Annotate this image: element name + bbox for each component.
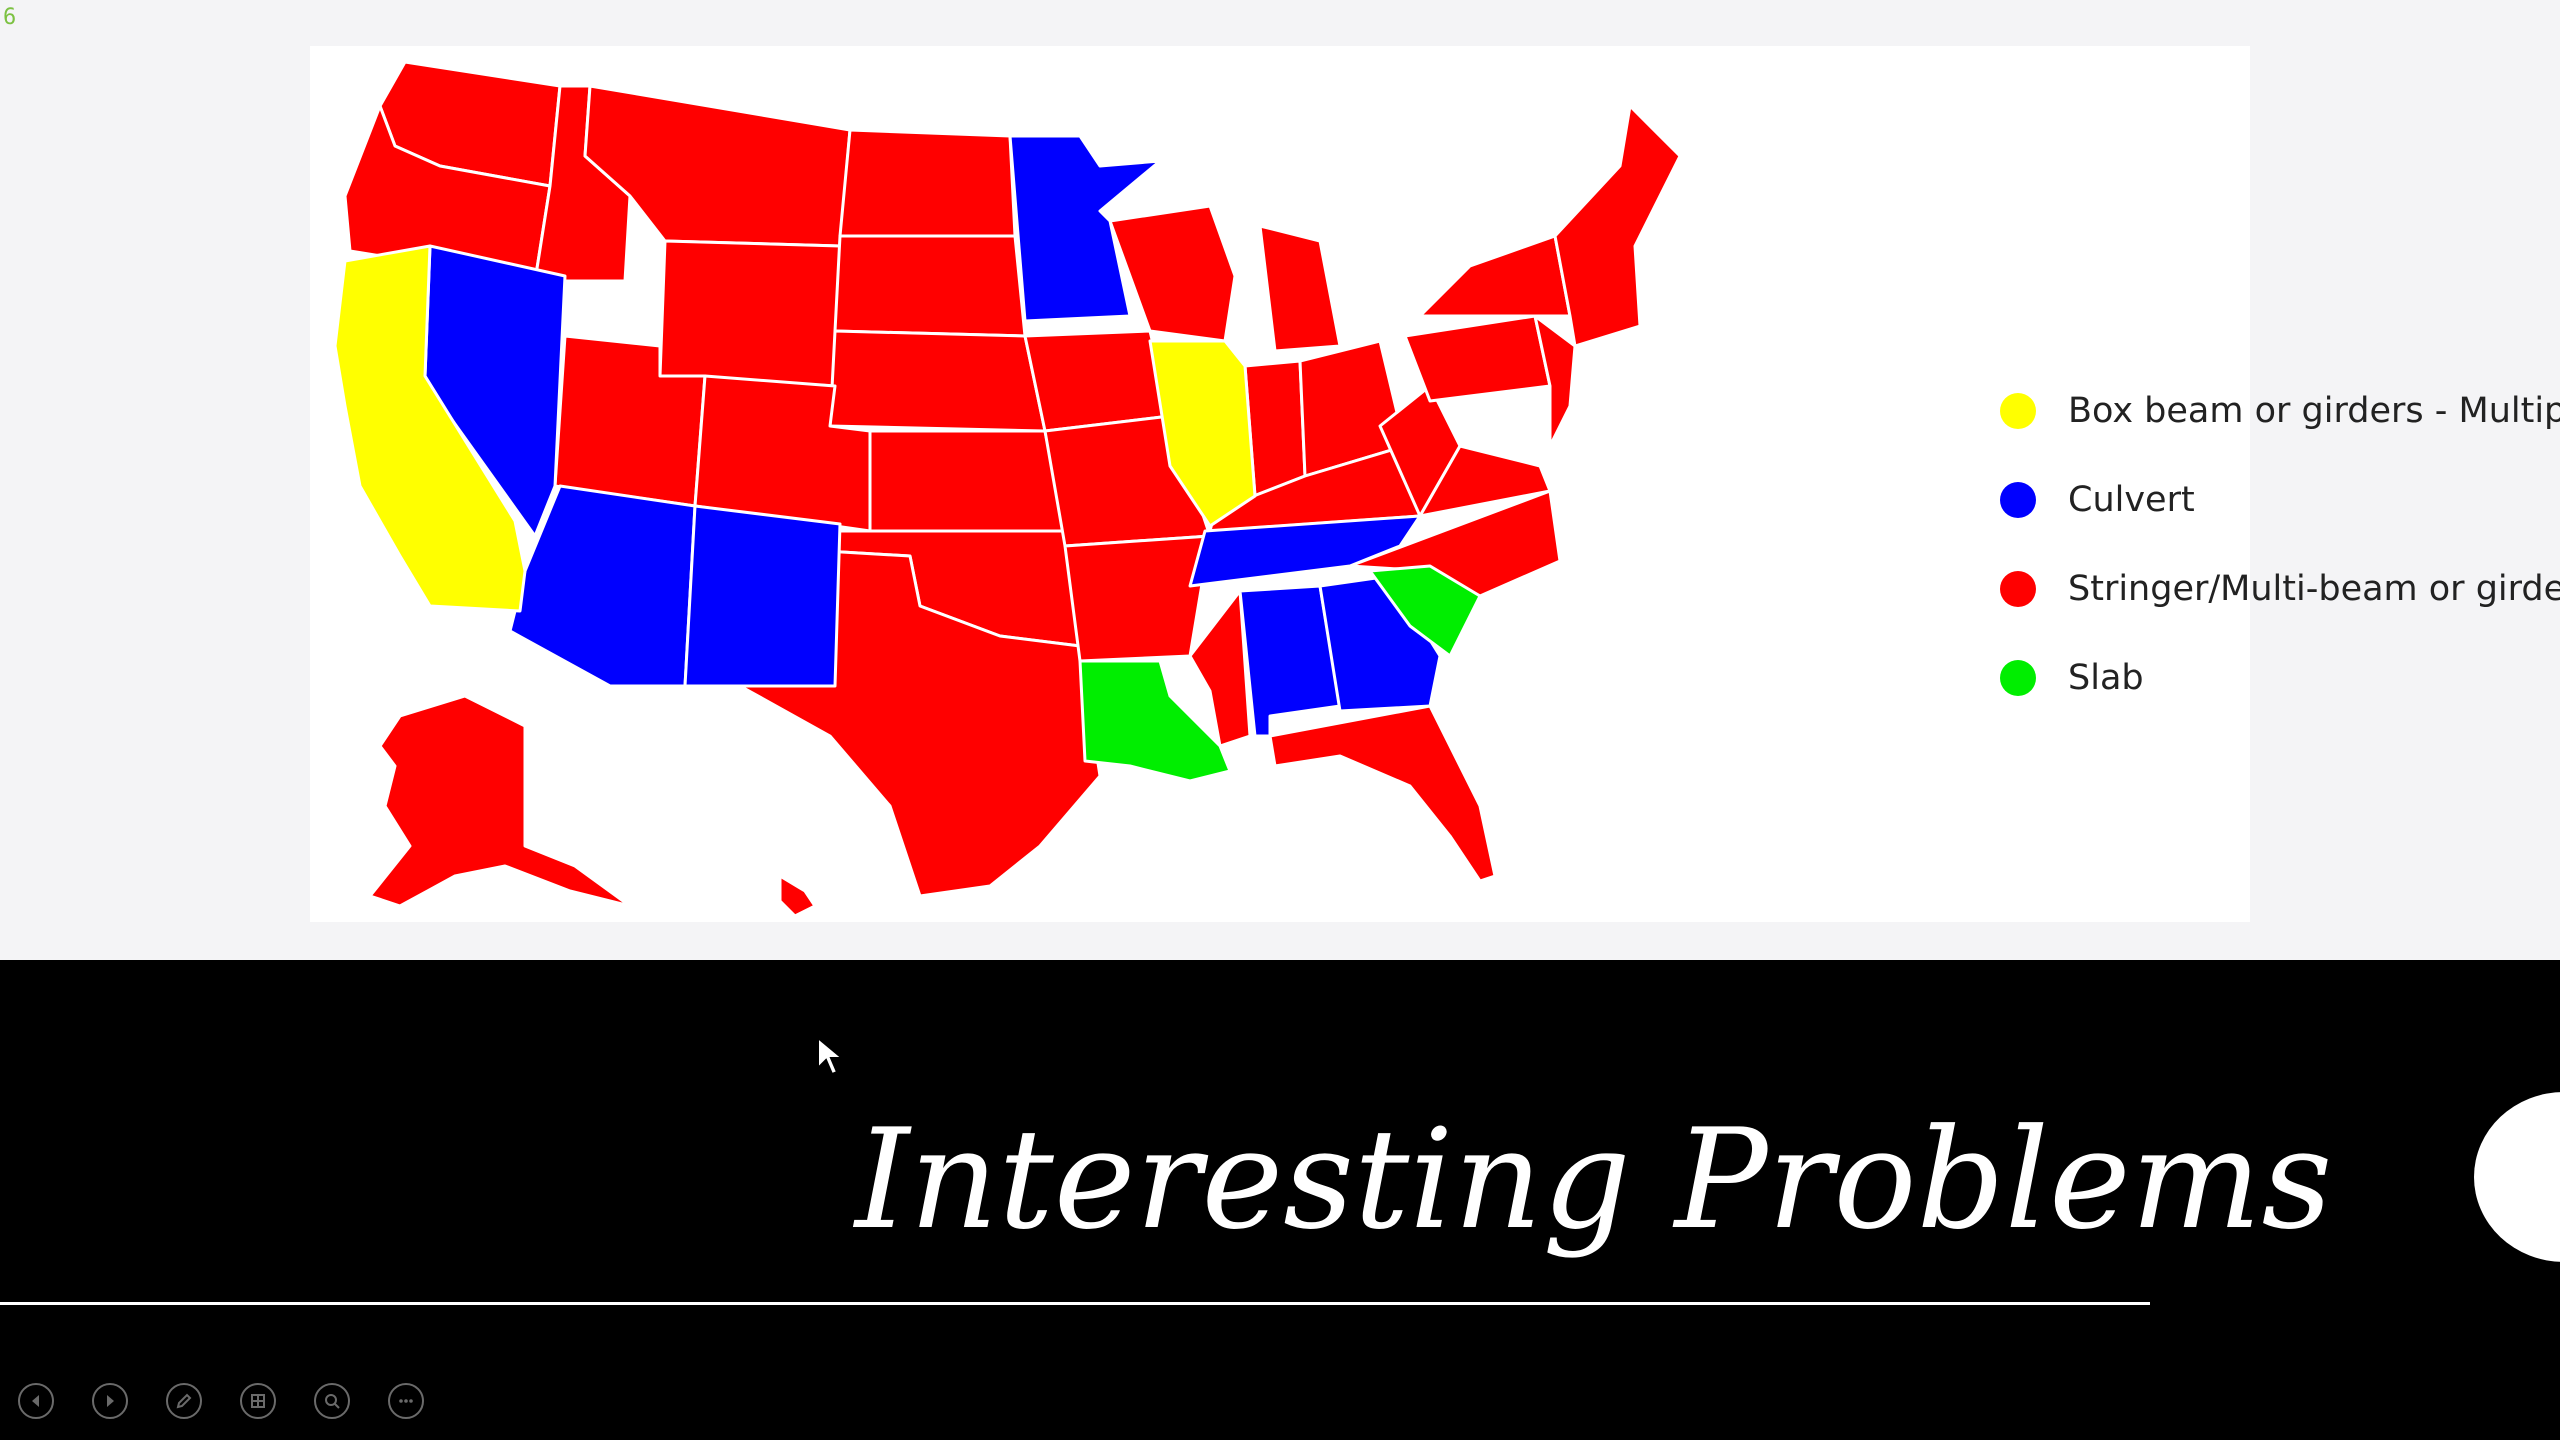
- state-tennessee: [1188, 514, 1422, 588]
- state-nebraska: [828, 329, 1047, 433]
- state-arkansas: [1063, 534, 1212, 663]
- zoom-icon: [325, 1394, 340, 1409]
- next-slide-icon: [107, 1395, 114, 1407]
- state-mississippi: [1188, 589, 1252, 748]
- previous-slide-button[interactable]: [18, 1383, 54, 1419]
- legend-label-stringer: Stringer/Multi-beam or girder: [2068, 568, 2560, 609]
- more-options-button[interactable]: [388, 1383, 424, 1419]
- legend-label-box-beam: Box beam or girders - Multiple: [2068, 390, 2560, 431]
- legend-dot-blue: [2000, 481, 2036, 518]
- map-legend: Box beam or girders - Multiple Culvert S…: [2000, 366, 2560, 722]
- legend-item-culvert: Culvert: [2000, 455, 2560, 544]
- us-bridge-type-map-image: Box beam or girders - Multiple Culvert S…: [310, 46, 2560, 922]
- state-california: [333, 244, 527, 613]
- state-hawaii: [778, 874, 817, 918]
- state-kansas: [868, 429, 1067, 533]
- state-iowa: [1023, 329, 1172, 433]
- state-new-england: [1553, 104, 1682, 348]
- state-florida: [1268, 704, 1497, 883]
- legend-item-box-beam: Box beam or girders - Multiple: [2000, 366, 2560, 455]
- previous-slide-icon: [32, 1395, 39, 1407]
- mouse-cursor-icon: [817, 1036, 844, 1076]
- state-louisiana: [1078, 659, 1232, 783]
- state-mid-atlantic: [1533, 314, 1577, 448]
- state-alaska: [368, 694, 632, 908]
- next-slide-button[interactable]: [92, 1383, 128, 1419]
- legend-item-slab: Slab: [2000, 633, 2560, 722]
- more-options-icon: [399, 1399, 413, 1403]
- title-underline: [0, 1302, 2150, 1305]
- slide-number-badge: 6: [3, 5, 17, 30]
- state-illinois: [1148, 339, 1257, 528]
- see-all-slides-icon: [251, 1394, 265, 1408]
- slide-title-band: [0, 960, 2560, 1440]
- pen-icon: [176, 1393, 192, 1409]
- state-pennsylvania: [1403, 314, 1552, 403]
- state-michigan: [1258, 224, 1342, 353]
- presenter-toolbar: [18, 1383, 424, 1421]
- state-virginia: [1418, 444, 1552, 518]
- legend-dot-red: [2000, 570, 2036, 607]
- legend-label-culvert: Culvert: [2068, 479, 2195, 520]
- state-wisconsin: [1108, 204, 1237, 343]
- legend-item-stringer: Stringer/Multi-beam or girder: [2000, 544, 2560, 633]
- state-south-dakota: [833, 234, 1027, 338]
- state-new-york: [1418, 234, 1572, 318]
- state-minnesota: [1008, 134, 1162, 323]
- state-south-carolina: [1368, 564, 1482, 658]
- zoom-button[interactable]: [314, 1383, 350, 1419]
- state-new-mexico: [683, 504, 842, 688]
- slide-title: Interesting Problems: [855, 1099, 2333, 1260]
- legend-dot-green: [2000, 659, 2036, 696]
- us-map: [333, 60, 1682, 918]
- legend-dot-yellow: [2000, 392, 2036, 429]
- state-wyoming: [658, 239, 842, 388]
- legend-label-slab: Slab: [2068, 657, 2144, 698]
- state-north-dakota: [838, 128, 1017, 238]
- pen-button[interactable]: [166, 1383, 202, 1419]
- see-all-slides-button[interactable]: [240, 1383, 276, 1419]
